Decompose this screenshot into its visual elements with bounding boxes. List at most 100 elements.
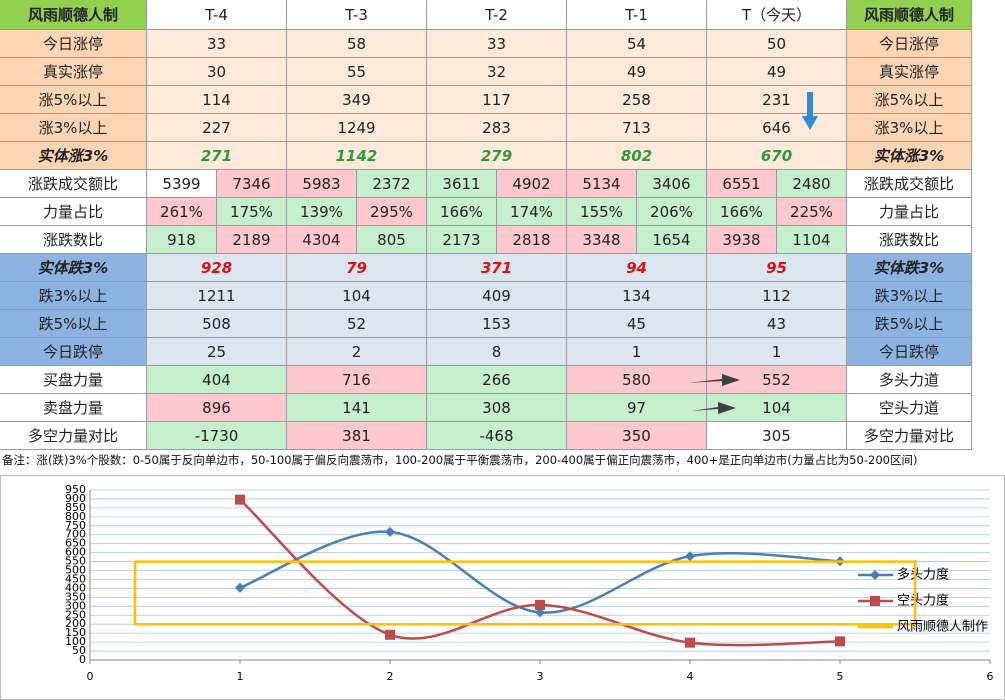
row-label: 今日涨停 [0, 30, 147, 58]
value-cell: -468 [427, 422, 567, 450]
y-tick-label: 800 [65, 510, 86, 523]
value-cell: 5983 [287, 170, 357, 198]
point [385, 526, 395, 537]
row-label: 今日跌停 [0, 338, 147, 366]
header-cell: 风雨顺德人制 [0, 0, 147, 30]
value-cell: 295% [357, 198, 427, 226]
row-label: 涨3%以上 [0, 114, 147, 142]
value-cell: 5399 [147, 170, 217, 198]
value-cell: 33 [147, 30, 287, 58]
row-label: 涨跌数比 [847, 226, 972, 254]
value-cell: 52 [287, 310, 427, 338]
value-cell: 716 [287, 366, 427, 394]
value-cell: 225% [777, 198, 847, 226]
value-cell: 58 [287, 30, 427, 58]
value-cell: 308 [427, 394, 567, 422]
value-cell: 283 [427, 114, 567, 142]
value-cell: 4902 [497, 170, 567, 198]
value-cell: 261% [147, 198, 217, 226]
value-cell: 713 [567, 114, 707, 142]
x-tick-label: 2 [387, 670, 394, 683]
value-cell: 155% [567, 198, 637, 226]
series-line [239, 498, 841, 647]
y-tick-label: 700 [65, 528, 86, 541]
row-label: 真实涨停 [847, 58, 972, 86]
value-cell: 206% [637, 198, 707, 226]
value-cell: 79 [287, 254, 427, 282]
y-tick-label: 500 [65, 564, 86, 577]
row-label: 实体涨3% [847, 142, 972, 170]
value-cell: 1104 [777, 226, 847, 254]
value-cell: 2 [287, 338, 427, 366]
value-cell: 1654 [637, 226, 707, 254]
y-tick-label: 300 [65, 599, 86, 612]
row-label: 跌5%以上 [0, 310, 147, 338]
value-cell: 2173 [427, 226, 497, 254]
header-cell: T-1 [567, 0, 707, 30]
value-cell: 94 [567, 254, 707, 282]
point [235, 582, 245, 593]
value-cell: 33 [427, 30, 567, 58]
point [685, 551, 695, 562]
point [385, 629, 395, 640]
row-label: 实体涨3% [0, 142, 147, 170]
row-label: 买盘力量 [0, 366, 147, 394]
value-cell: 50 [707, 30, 847, 58]
value-cell: 3348 [567, 226, 637, 254]
y-tick-label: 50 [72, 644, 86, 657]
value-cell: 928 [147, 254, 287, 282]
value-cell: 49 [707, 58, 847, 86]
value-cell: 580 [567, 366, 707, 394]
value-cell: 166% [707, 198, 777, 226]
chart: 0501001502002503003504004505005506006507… [0, 475, 1005, 700]
value-cell: 271 [147, 142, 287, 170]
value-cell: 8 [427, 338, 567, 366]
value-cell: 95 [707, 254, 847, 282]
row-label: 涨跌数比 [0, 226, 147, 254]
row-label: 涨5%以上 [0, 86, 147, 114]
value-cell: 112 [707, 282, 847, 310]
x-tick-label: 4 [687, 670, 694, 683]
row-label: 力量占比 [0, 198, 147, 226]
value-cell: 114 [147, 86, 287, 114]
value-cell: 6551 [707, 170, 777, 198]
value-cell: 896 [147, 394, 287, 422]
y-tick-label: 900 [65, 492, 86, 505]
x-tick-label: 6 [987, 670, 994, 683]
value-cell: 30 [147, 58, 287, 86]
value-cell: 175% [217, 198, 287, 226]
value-cell: 552 [707, 366, 847, 394]
row-label: 涨跌成交额比 [847, 170, 972, 198]
value-cell: 1 [567, 338, 707, 366]
value-cell: 258 [567, 86, 707, 114]
value-cell: 97 [567, 394, 707, 422]
value-cell: 49 [567, 58, 707, 86]
header-cell: T-2 [427, 0, 567, 30]
value-cell: 55 [287, 58, 427, 86]
row-label: 跌3%以上 [847, 282, 972, 310]
value-cell: 646 [707, 114, 847, 142]
value-cell: 1211 [147, 282, 287, 310]
row-label: 多头力道 [847, 366, 972, 394]
value-cell: 54 [567, 30, 707, 58]
value-cell: 32 [427, 58, 567, 86]
point [535, 607, 545, 618]
value-cell: 117 [427, 86, 567, 114]
value-cell: 104 [707, 394, 847, 422]
value-cell: 1 [707, 338, 847, 366]
row-label: 实体跌3% [847, 254, 972, 282]
value-cell: 371 [427, 254, 567, 282]
value-cell: 3611 [427, 170, 497, 198]
value-cell: 104 [287, 282, 427, 310]
x-tick-label: 0 [87, 670, 94, 683]
row-label: 涨3%以上 [847, 114, 972, 142]
series-line [133, 560, 917, 626]
x-tick-label: 3 [537, 670, 544, 683]
value-cell: 404 [147, 366, 287, 394]
value-cell: 174% [497, 198, 567, 226]
value-cell: 670 [707, 142, 847, 170]
chart-frame [0, 475, 1005, 700]
value-cell: 166% [427, 198, 497, 226]
y-tick-label: 750 [65, 519, 86, 532]
